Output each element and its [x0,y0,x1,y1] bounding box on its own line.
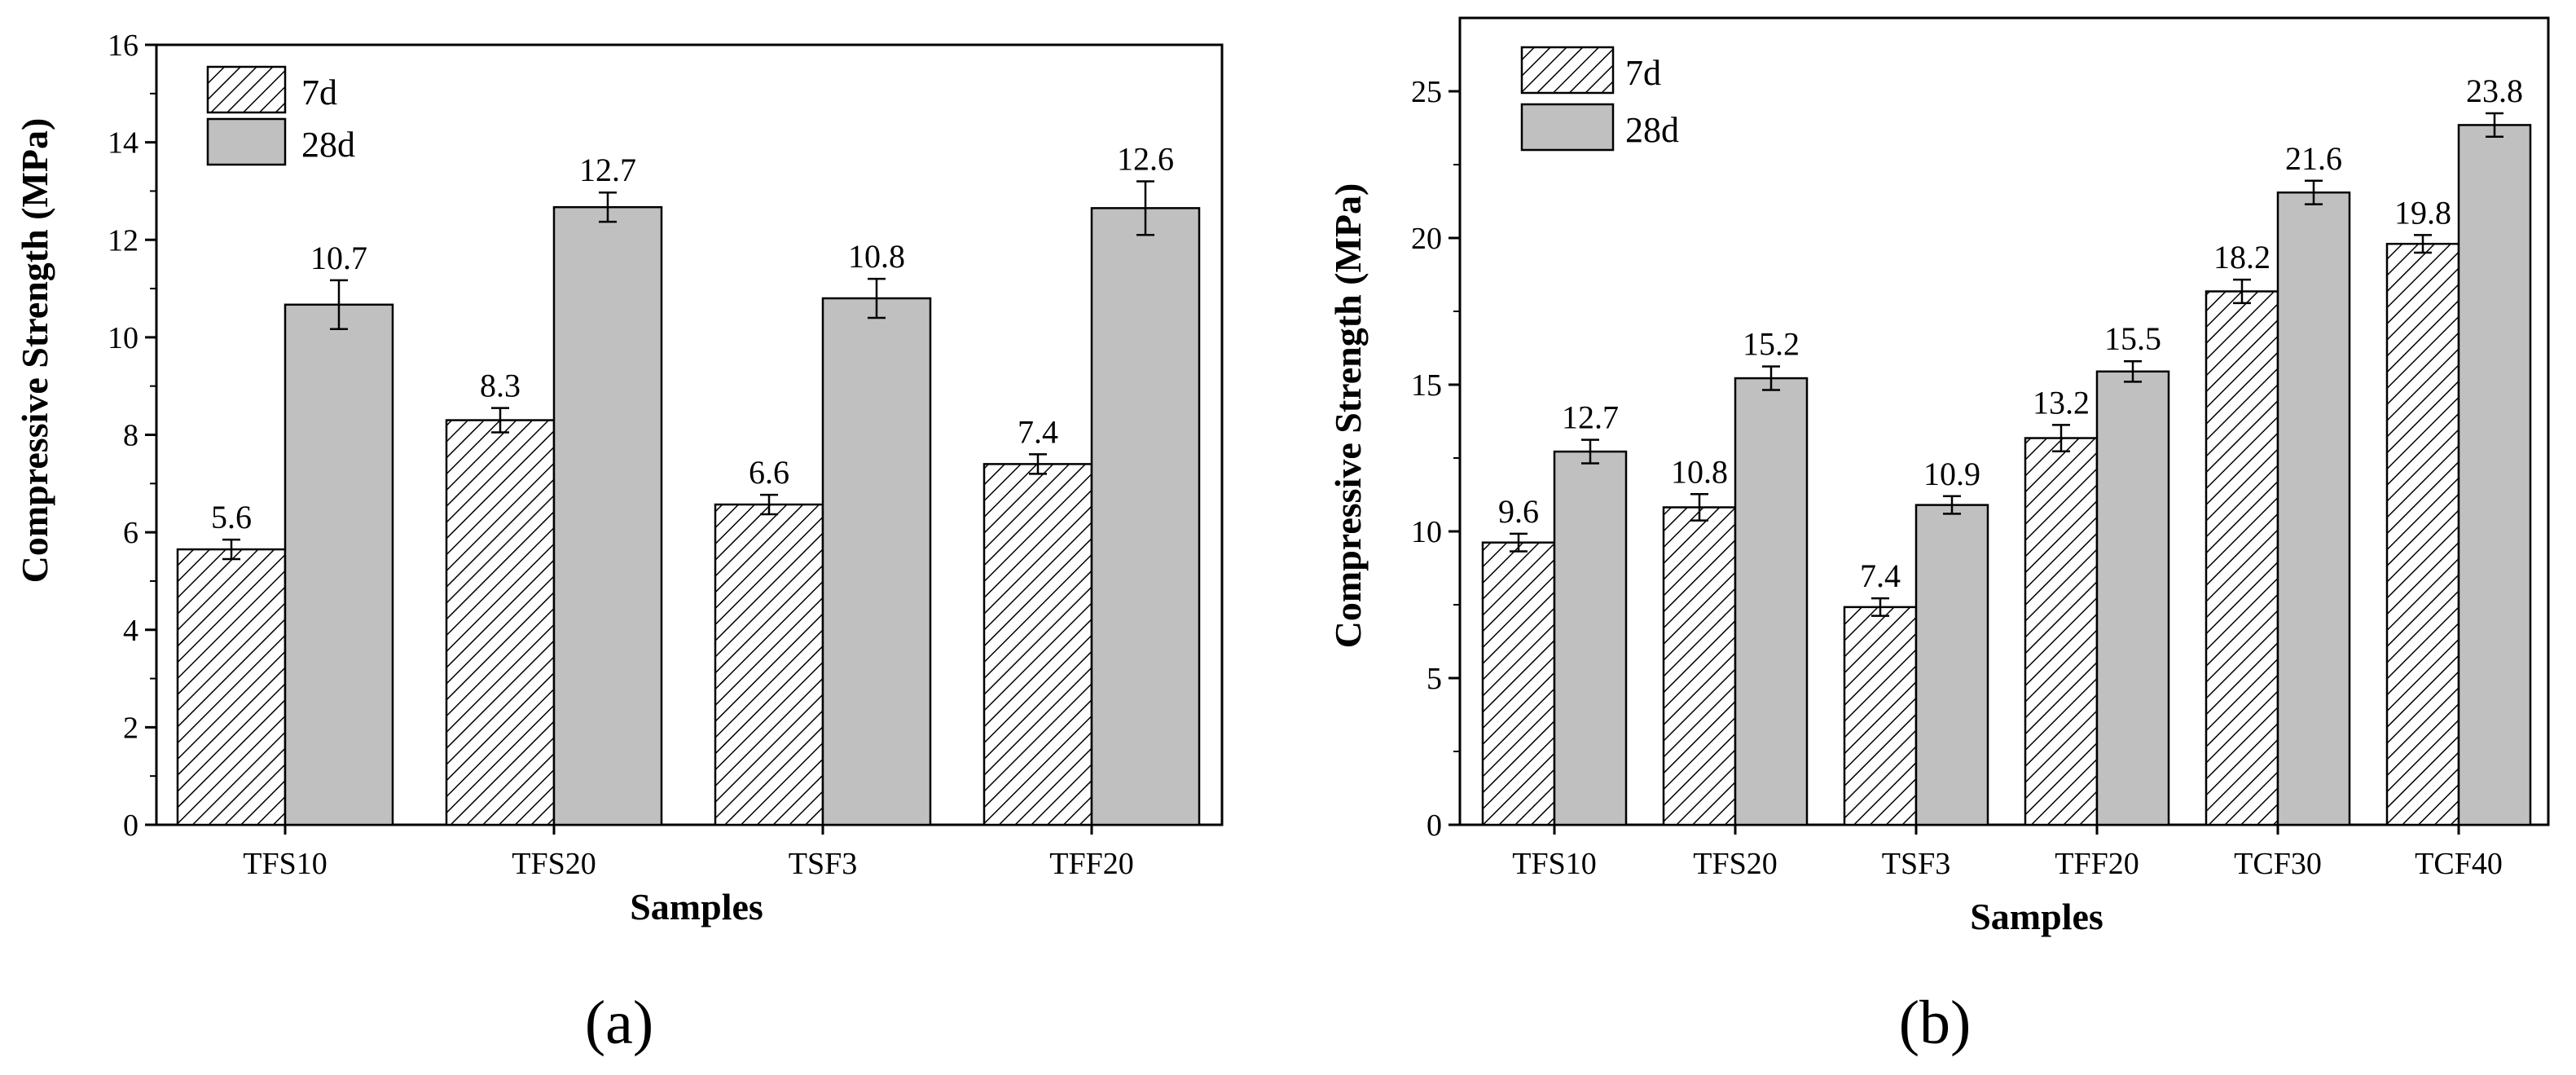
y-tick-label: 0 [123,808,138,843]
data-label: 10.7 [310,240,367,276]
data-label: 13.2 [2033,384,2090,421]
legend-label: 28d [1625,110,1679,150]
data-label: 9.6 [1498,493,1539,530]
bar-28d-TFF20 [2095,370,2170,826]
y-tick-label: 10 [108,321,138,355]
x-tick-label: TFS10 [1512,847,1596,881]
y-tick-label: 15 [1411,368,1442,403]
bar-7d-TFS10 [1481,541,1556,826]
y-tick-label: 20 [1411,222,1442,256]
bar-7d-TSF3 [1843,606,1918,826]
data-label: 21.6 [2285,140,2342,177]
data-label: 12.7 [579,152,636,188]
y-tick-label: 0 [1426,808,1442,843]
bar-7d-TCF30 [2205,290,2279,826]
bar-28d-TFS20 [552,205,663,826]
y-tick-label: 5 [1426,662,1442,696]
x-tick-label: TFS10 [243,847,327,881]
bar-28d-TFS10 [284,303,394,826]
data-label: 7.4 [1018,413,1058,450]
panel-label: (a) [585,989,653,1057]
chart-b: 0 5 10 15 20 25 Compressive Strength (MPa) Samp… [1327,16,2550,1057]
x-tick-label: TCF40 [2415,847,2503,881]
data-label: 10.8 [848,238,905,275]
plot-frame [1458,16,2550,826]
y-axis-title: Compressive Strength (MPa) [1327,183,1369,649]
bar-7d-TFF20 [982,463,1093,826]
data-label: 7.4 [1860,557,1901,594]
x-tick-label: TFS20 [512,847,596,881]
x-tick-label: TSF3 [1882,847,1950,881]
data-label: 19.8 [2394,194,2451,231]
panel-label: (b) [1899,989,1972,1057]
legend-swatch-28d [206,117,287,166]
x-axis-title: Samples [1970,896,2103,937]
data-label: 10.8 [1671,453,1728,490]
bar-7d-TFS10 [176,548,287,826]
data-label: 18.2 [2213,239,2270,275]
data-label: 12.7 [1562,399,1619,436]
bar-28d-TFS10 [1553,450,1628,826]
legend-label: 7d [1625,53,1661,93]
y-axis-title: Compressive Strength (MPa) [14,118,55,584]
bar-28d-TSF3 [1914,504,1989,826]
bar-28d-TCF30 [2276,191,2351,826]
bar-28d-TFS20 [1734,377,1809,826]
legend-swatch-28d [1520,103,1615,152]
x-tick-label: TFF20 [2055,847,2139,881]
x-tick-label: TFS20 [1693,847,1777,881]
data-label: 6.6 [749,454,789,491]
bar-7d-TFS20 [445,419,556,826]
y-tick-label: 6 [123,516,138,550]
bar-7d-TFF20 [2024,437,2099,826]
y-tick-label: 10 [1411,515,1442,549]
x-tick-label: TSF3 [789,847,857,881]
data-label: 5.6 [211,499,252,535]
bar-7d-TCF40 [2385,242,2460,826]
x-tick-label: TFF20 [1049,847,1133,881]
y-tick-label: 2 [123,711,138,745]
x-tick-label: TCF30 [2234,847,2322,881]
legend-label: 7d [301,73,337,112]
y-tick-label: 14 [108,126,138,161]
chart-a: 0 2 4 6 8 10 12 14 16 Compressive Strength (MPa) S… [14,29,1224,1057]
data-label: 15.5 [2104,320,2161,357]
y-tick-label: 4 [123,614,138,648]
legend-swatch-7d [206,65,287,114]
y-tick-label: 12 [108,223,138,258]
bar-28d-TFF20 [1090,207,1201,826]
y-tick-label: 8 [123,419,138,453]
data-label: 15.2 [1743,326,1800,363]
legend-swatch-7d [1520,46,1615,95]
legend-label: 28d [301,125,355,165]
data-label: 12.6 [1117,140,1174,177]
data-label: 8.3 [480,368,521,404]
x-axis-title: Samples [630,886,763,927]
bar-28d-TSF3 [821,297,932,826]
bar-7d-TSF3 [714,503,824,826]
data-label: 23.8 [2466,73,2523,109]
bar-28d-TCF40 [2457,124,2532,826]
data-label: 10.9 [1923,456,1980,492]
y-tick-label: 16 [108,29,138,63]
bar-7d-TFS20 [1662,506,1737,826]
y-tick-label: 25 [1411,75,1442,109]
